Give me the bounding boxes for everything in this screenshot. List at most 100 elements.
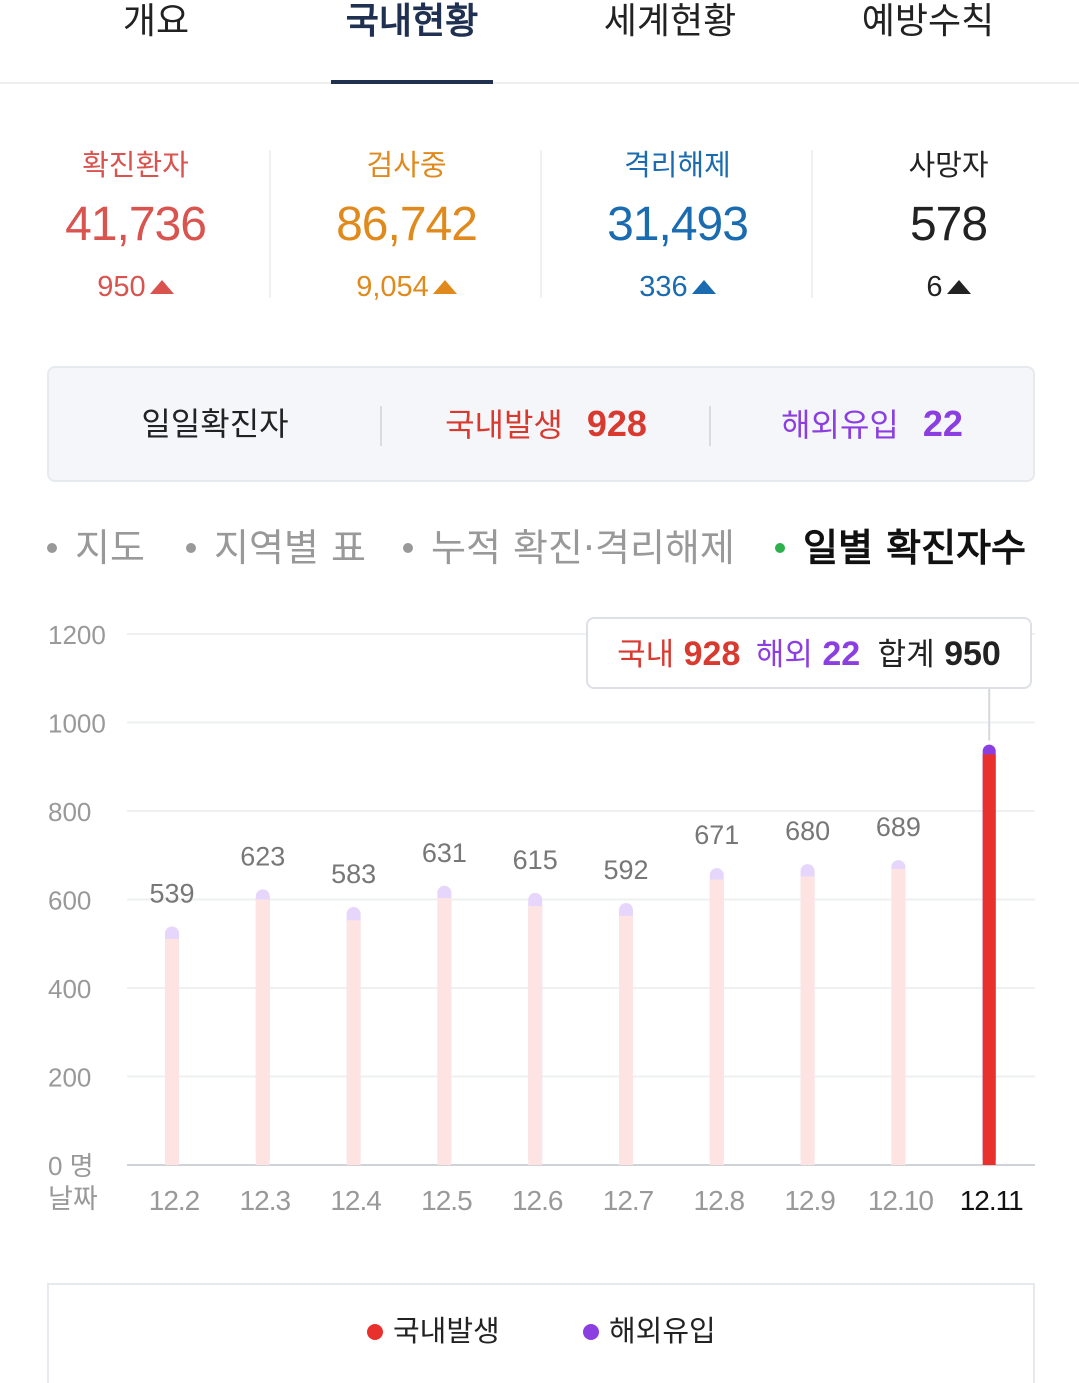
x-axis-label: 날짜 [48,1184,98,1215]
divider [811,150,813,298]
stat-released: 격리해제 31,493 336 [542,140,813,314]
tooltip-overseas-label: 해외 [755,637,813,673]
subtab-cumulative[interactable]: 누적 확진·격리해제 [403,520,735,576]
x-tick-label: 12.2 [149,1185,200,1216]
y-tick-label: 0 명 [48,1151,94,1181]
bar-domestic [891,868,906,1165]
bar-domestic [800,876,815,1165]
tooltip-domestic-value: 928 [683,635,741,673]
stat-deaths: 사망자 578 6 [813,140,1079,314]
stat-change-value: 336 [639,271,688,303]
y-tick-label: 1200 [48,620,106,650]
bar-value-label: 680 [785,816,830,846]
y-tick-label: 400 [48,974,91,1004]
stat-change-value: 9,054 [356,271,429,303]
bar-value-label: 689 [876,812,921,842]
x-tick-label: 12.11 [960,1185,1023,1216]
bullet-dot-icon [775,543,785,553]
bar-domestic [255,899,270,1165]
stat-value: 41,736 [65,198,207,251]
subtab-label: 일별 확진자수 [803,526,1026,570]
increase-triangle-icon [691,280,716,294]
bullet-dot-icon [186,543,196,553]
stat-change: 9,054 [271,260,542,314]
stat-change: 336 [542,260,813,314]
daily-overseas: 해외유입 22 [711,368,1033,480]
daily-domestic-label: 국내발생 [445,406,563,444]
stat-change-value: 950 [97,271,146,303]
tab-overview[interactable]: 개요 [122,1,190,42]
x-tick-label: 12.6 [512,1185,563,1216]
tab-world[interactable]: 세계현황 [603,1,737,42]
x-tick-label: 12.9 [784,1185,835,1216]
stat-change: 6 [813,260,1079,314]
chart-view-tabs: 지도 지역별 표 누적 확진·격리해제 일별 확진자수 [0,520,1079,576]
daily-domestic: 국내발생 928 [381,368,711,480]
stat-value: 578 [909,198,988,251]
x-tick-label: 12.4 [330,1185,381,1216]
stat-testing: 검사중 86,742 9,054 [271,140,542,314]
increase-triangle-icon [149,280,174,294]
stat-label: 검사중 [366,148,447,182]
x-tick-label: 12.10 [868,1185,933,1216]
bar-domestic [709,879,724,1165]
daily-confirmed-label: 일일확진자 [141,405,289,443]
bullet-dot-icon [403,543,413,553]
tooltip-total-label: 합계 [877,637,935,673]
legend-dot-icon [367,1324,383,1340]
bullet-dot-icon [47,543,57,553]
y-tick-label: 1000 [48,709,106,739]
stat-label: 확진환자 [82,148,189,182]
x-tick-label: 12.5 [421,1185,472,1216]
tab-prevention[interactable]: 예방수칙 [861,1,995,42]
stat-change-value: 6 [926,271,943,303]
daily-confirmed-box: 일일확진자 국내발생 928 해외유입 22 [47,366,1035,482]
x-tick-label: 12.7 [603,1185,654,1216]
bar-domestic [619,915,633,1165]
bar-value-label: 631 [422,838,467,868]
stat-label: 격리해제 [624,148,731,182]
chart-legend: 국내발생 해외유입 [47,1283,1035,1383]
subtab-label: 누적 확진·격리해제 [431,526,735,570]
bar-value-label: 615 [513,845,558,875]
bar-domestic [437,898,452,1165]
bar-value-label: 539 [149,878,194,908]
legend-overseas: 해외유입 [583,1311,716,1351]
stat-value: 31,493 [607,198,749,251]
x-tick-label: 12.8 [694,1185,745,1216]
x-tick-label: 12.3 [240,1185,291,1216]
legend-label: 국내발생 [393,1314,500,1348]
tooltip-overseas-value: 22 [822,635,861,673]
bar-value-label: 583 [331,859,376,889]
tooltip-domestic-label: 국내 [617,637,675,673]
increase-triangle-icon [946,280,971,294]
daily-overseas-value: 22 [922,403,963,444]
bar-domestic [346,920,361,1165]
stat-label: 사망자 [908,148,989,182]
summary-stats: 확진환자 41,736 950 검사중 86,742 9,054 격리해제 31… [0,140,1079,310]
legend-domestic: 국내발생 [367,1311,500,1351]
bar-value-label: 623 [240,841,285,871]
top-tab-bar: 개요 국내현황 세계현황 예방수칙 [0,0,1079,84]
subtab-daily-confirmed[interactable]: 일별 확진자수 [775,520,1026,576]
subtab-label: 지도 [75,526,145,570]
divider [540,150,542,298]
daily-domestic-value: 928 [586,403,647,444]
bar-domestic [165,938,179,1165]
subtab-label: 지역별 표 [214,526,366,570]
increase-triangle-icon [432,280,457,294]
tooltip-total-value: 950 [944,635,1001,673]
divider [269,150,271,298]
y-tick-label: 200 [48,1063,91,1093]
subtab-map[interactable]: 지도 [47,520,145,576]
subtab-region-table[interactable]: 지역별 표 [186,520,366,576]
bar-domestic [528,906,543,1165]
daily-confirmed-chart: 1200 1000 800 600 400 200 0 명날짜 539 12.2 623 12.3 5… [48,620,1035,1216]
divider [380,406,382,446]
bar-value-label: 592 [603,855,648,885]
divider [709,406,711,446]
tab-domestic[interactable]: 국내현황 [331,0,493,84]
stat-change: 950 [0,260,271,314]
legend-dot-icon [583,1324,599,1340]
y-tick-label: 600 [48,886,91,916]
